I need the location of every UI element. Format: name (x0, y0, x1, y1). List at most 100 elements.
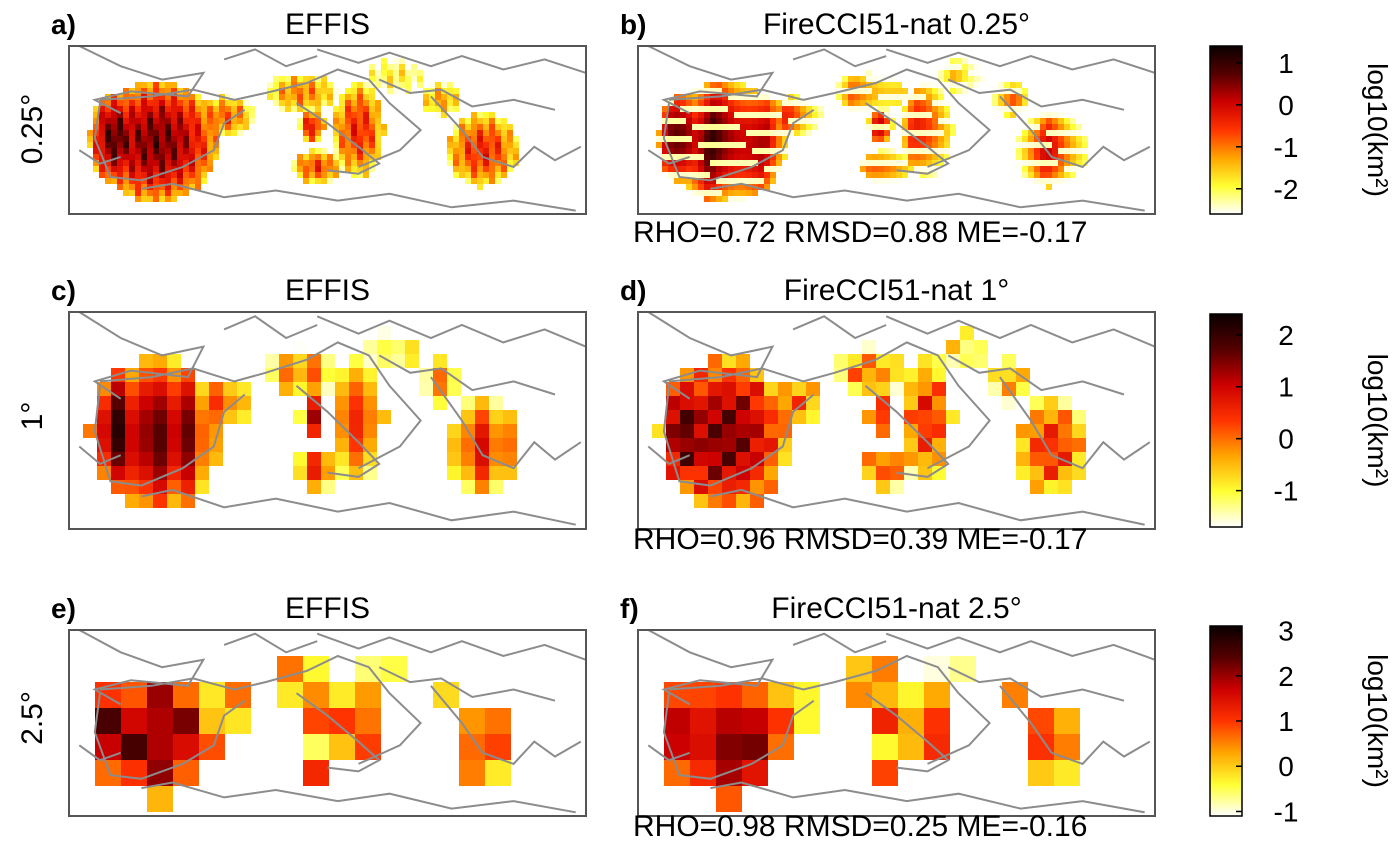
coastline (662, 385, 815, 487)
fire-cell (884, 178, 890, 184)
fire-cell (776, 100, 782, 106)
fire-cell (734, 124, 740, 130)
fire-cell (183, 190, 189, 196)
map-frame (637, 311, 1156, 530)
fire-cell (716, 196, 722, 202)
fire-cell (1016, 368, 1030, 382)
fire-cell (167, 424, 181, 438)
fire-cell (513, 154, 519, 160)
fire-cell (806, 124, 812, 130)
fire-cell (135, 112, 141, 118)
fire-cell (309, 148, 315, 154)
fire-cell (171, 178, 177, 184)
fire-cell (507, 160, 513, 166)
fire-cell (1040, 112, 1046, 118)
fire-cell (183, 136, 189, 142)
fire-cell (722, 148, 728, 154)
fire-cell (153, 166, 159, 172)
fire-cell (183, 100, 189, 106)
fire-cell (345, 154, 351, 160)
fire-cell (680, 130, 686, 136)
panel-title: FireCCI51-nat 2.5° (771, 592, 1021, 625)
fire-cell (503, 424, 517, 438)
fire-cell (183, 178, 189, 184)
fire-cell (135, 196, 141, 202)
fire-cell (153, 410, 167, 424)
fire-cell (309, 94, 315, 100)
fire-cell (291, 160, 297, 166)
fire-cell (932, 112, 938, 118)
fire-cell (111, 424, 125, 438)
fire-cell (483, 172, 489, 178)
fire-cell (141, 106, 147, 112)
fire-cell (872, 88, 878, 94)
fire-cell (369, 142, 375, 148)
fire-cell (944, 154, 950, 160)
fire-cell (944, 100, 950, 106)
fire-cell (704, 82, 710, 88)
fire-cell (129, 106, 135, 112)
fire-cell (908, 106, 914, 112)
fire-cell (315, 112, 321, 118)
fire-cell (776, 124, 782, 130)
fire-cell (698, 160, 704, 166)
fire-cell (962, 76, 968, 82)
fire-cell (369, 112, 375, 118)
fire-cell (932, 118, 938, 124)
fire-cell (387, 64, 393, 70)
fire-cell (1072, 438, 1086, 452)
fire-cell (1076, 160, 1082, 166)
fire-cell (674, 100, 680, 106)
fire-cell (381, 76, 387, 82)
fire-cell (758, 136, 764, 142)
fire-cell (932, 424, 946, 438)
fire-cell (335, 438, 349, 452)
fire-cell (147, 124, 153, 130)
fire-cell (483, 160, 489, 166)
fire-cell (461, 452, 475, 466)
fire-cell (153, 148, 159, 154)
fire-cell (195, 424, 209, 438)
fire-cell (351, 154, 357, 160)
fire-cell (866, 154, 872, 160)
fire-cell (315, 106, 321, 112)
fire-cell (926, 136, 932, 142)
fire-cell (93, 112, 99, 118)
fire-cell (129, 166, 135, 172)
fire-cell (135, 148, 141, 154)
fire-cell (1046, 160, 1052, 166)
fire-cell (876, 424, 890, 438)
fire-cell (165, 184, 171, 190)
fire-cell (794, 100, 800, 106)
fire-cell (435, 106, 441, 112)
fire-cell (950, 64, 956, 70)
fire-cell (489, 172, 495, 178)
fire-cell (237, 410, 251, 424)
fire-cell (692, 130, 698, 136)
fire-cell (770, 118, 776, 124)
fire-cell (918, 438, 932, 452)
fire-cell (932, 82, 938, 88)
fire-cell (111, 154, 117, 160)
fire-cell (141, 118, 147, 124)
fire-cell (944, 64, 950, 70)
fire-cell (213, 148, 219, 154)
fire-cell (788, 106, 794, 112)
fire-cell (501, 154, 507, 160)
fire-cell (177, 112, 183, 118)
fire-cell (333, 166, 339, 172)
fire-cell (327, 160, 333, 166)
coastlines (647, 45, 1156, 212)
fire-cell (489, 166, 495, 172)
fire-cell (746, 160, 752, 166)
fire-cell (321, 94, 327, 100)
fire-cell (139, 410, 153, 424)
fire-cell (1076, 148, 1082, 154)
fire-cell (746, 184, 752, 190)
fire-cell (495, 178, 501, 184)
fire-cell (99, 148, 105, 154)
fire-cell (117, 160, 123, 166)
fire-cell (207, 112, 213, 118)
fire-cell (147, 172, 153, 178)
fire-cell (189, 112, 195, 118)
